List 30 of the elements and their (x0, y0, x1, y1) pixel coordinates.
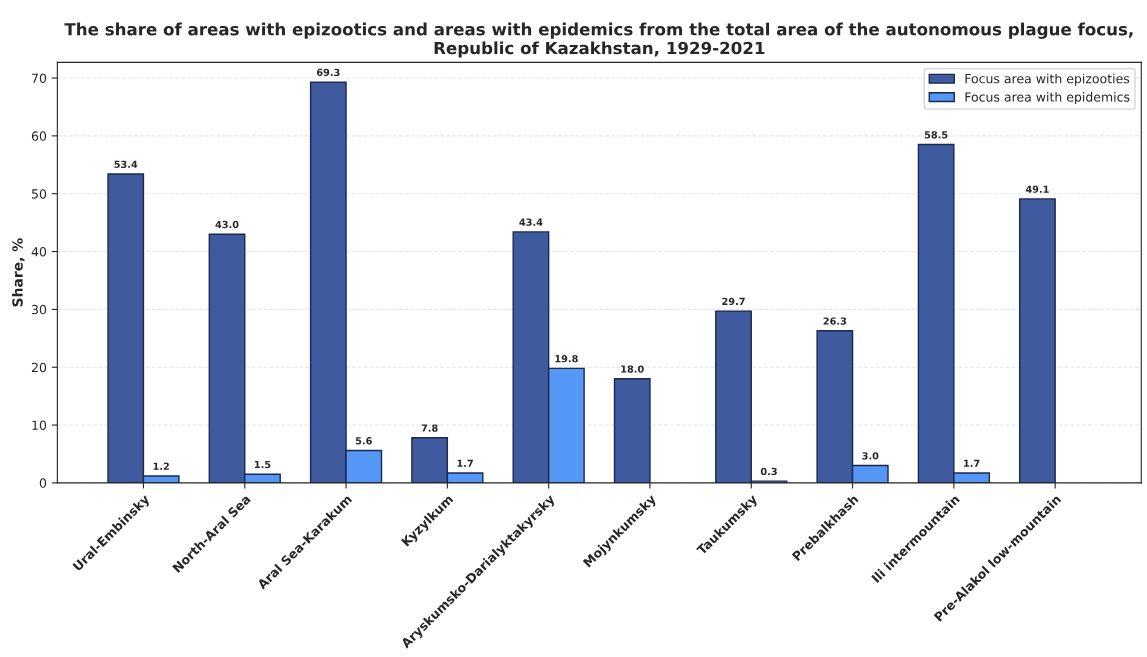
data-label: 7.8 (421, 424, 438, 432)
legend-label: Focus area with epizooties (965, 73, 1130, 86)
y-tick-label: 50 (31, 189, 47, 199)
data-label: 1.5 (254, 460, 271, 469)
data-label: 49.1 (1025, 185, 1049, 193)
data-label: 53.4 (114, 160, 138, 168)
data-label: 26.3 (823, 317, 847, 325)
data-label: 3.0 (862, 452, 879, 460)
y-tick-label: 70 (32, 73, 47, 83)
y-tick-label: 40 (31, 247, 47, 257)
data-label: 1.7 (964, 459, 980, 467)
y-axis-title: Share, % (12, 238, 25, 307)
data-label: 19.8 (555, 354, 578, 363)
data-label: 43.4 (519, 218, 543, 226)
y-tick-label: 60 (31, 131, 47, 141)
y-tick-label: 10 (32, 420, 47, 430)
data-label: 43.0 (215, 220, 239, 229)
chart-title: The share of areas with epizootics and areas with epidemics from the total area of the autonomous plague focus, Republic of Kazakhstan, 1929-2021 (64, 22, 1133, 58)
legend-label: Focus area with epidemics (965, 92, 1130, 105)
y-tick-label: 20 (31, 362, 47, 373)
data-label: 1.7 (457, 459, 473, 467)
data-label: 58.5 (924, 131, 948, 139)
data-label: 5.6 (355, 437, 372, 445)
data-label: 29.7 (722, 297, 745, 306)
data-label: 0.3 (760, 467, 777, 476)
data-label: 69.3 (316, 68, 340, 77)
y-tick-label: 30 (31, 304, 47, 315)
data-label: 18.0 (621, 365, 644, 373)
data-label: 1.2 (153, 462, 169, 470)
y-tick-label: 0 (39, 478, 47, 488)
